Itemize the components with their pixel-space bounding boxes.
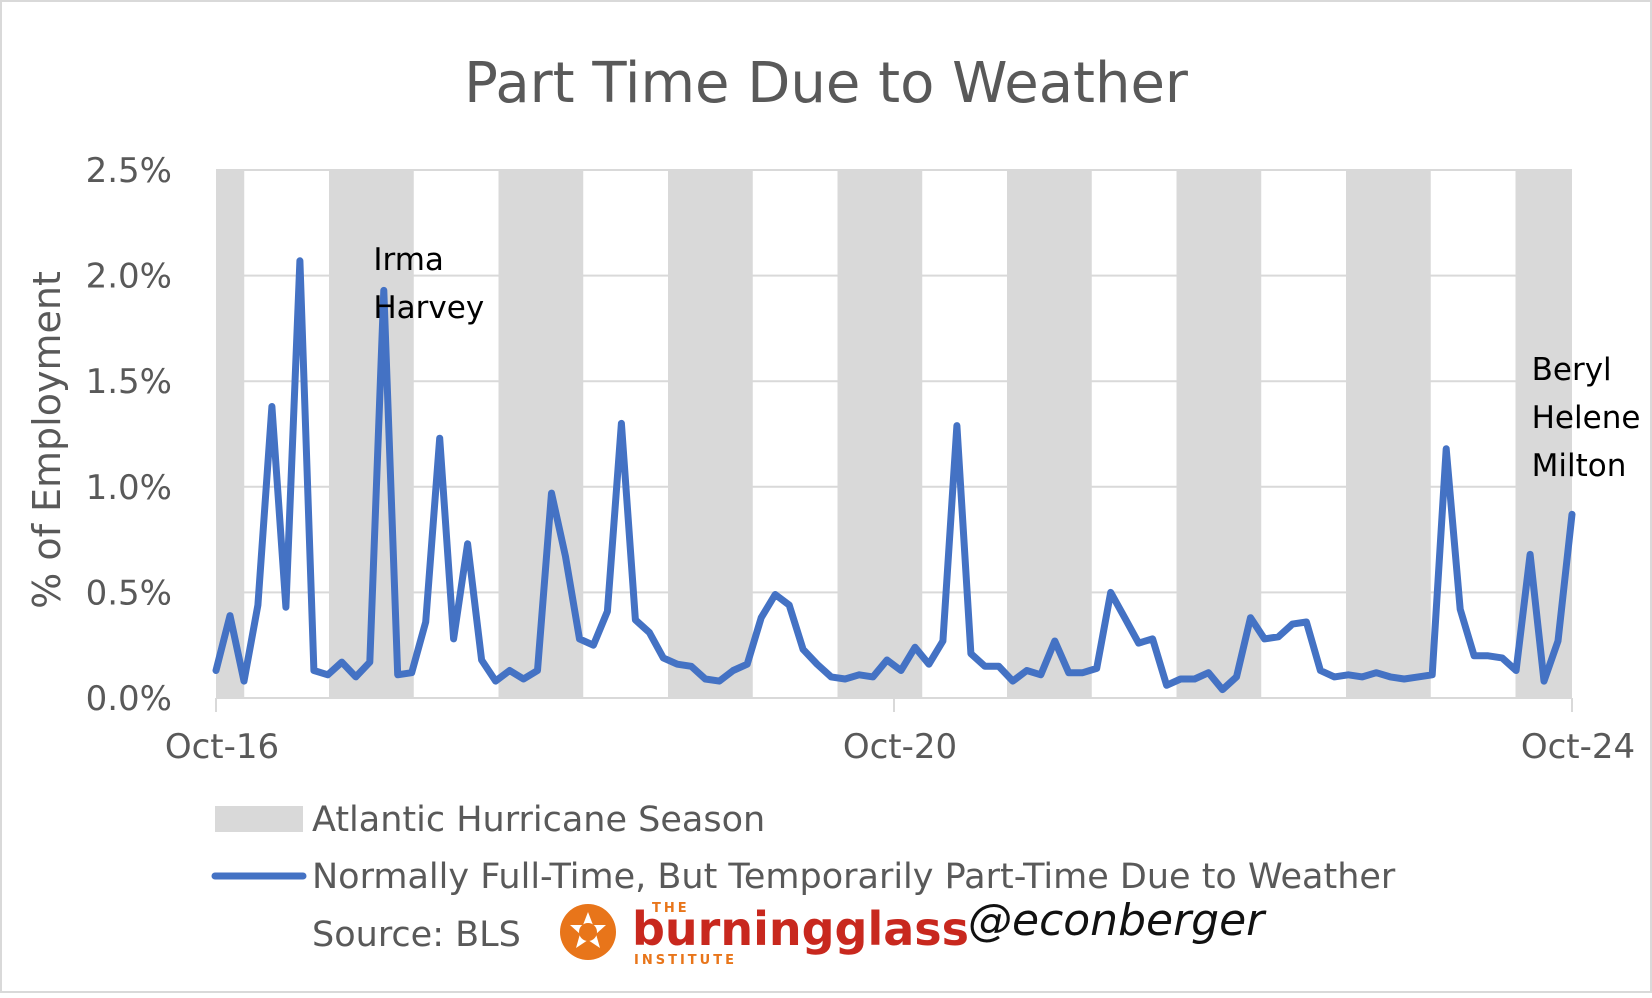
y-tick-label-0: 0.0% [86, 679, 172, 719]
logo-small-bottom: INSTITUTE [634, 953, 737, 968]
annotation-0-line-0: Irma [373, 242, 444, 278]
x-tick-labels: Oct-16 Oct-20 Oct-24 [165, 698, 1635, 767]
y-tick-label-4: 2.0% [86, 257, 172, 297]
y-tick-label-5: 2.5% [86, 151, 172, 191]
hurricane-season-band-5 [1007, 170, 1092, 698]
y-tick-label-3: 1.5% [86, 362, 172, 402]
shaded-periods-layer [216, 170, 1572, 698]
logo-small-top: THE [652, 901, 690, 916]
chart-title: Part Time Due to Weather [464, 51, 1189, 116]
logo-word: burningglass [632, 902, 969, 956]
hurricane-season-band-0 [216, 170, 245, 698]
burning-glass-logo: THE burningglass INSTITUTE [560, 901, 969, 968]
annotation-1-line-0: Beryl [1532, 352, 1612, 388]
x-tick-label-2: Oct-24 [1521, 727, 1635, 767]
x-tick-label-1: Oct-20 [843, 727, 957, 767]
y-tick-label-1: 0.5% [86, 573, 172, 613]
legend-label-hurricane-season: Atlantic Hurricane Season [312, 800, 765, 840]
y-tick-label-2: 1.0% [86, 468, 172, 508]
y-tick-labels: 0.0% 0.5% 1.0% 1.5% 2.0% 2.5% [86, 151, 172, 719]
legend-swatch-hurricane-season [215, 806, 303, 832]
source-note: Source: BLS [312, 915, 521, 955]
hurricane-season-band-3 [668, 170, 753, 698]
y-axis-label: % of Employment [25, 271, 69, 609]
hurricane-season-band-7 [1346, 170, 1431, 698]
annotation-1-line-2: Milton [1532, 448, 1627, 484]
hurricane-season-band-4 [837, 170, 923, 698]
legend: Atlantic Hurricane Season Normally Full-… [211, 800, 1396, 897]
x-tick-label-0: Oct-16 [165, 727, 279, 767]
annotations-layer: Irma Harvey Beryl Helene Milton [373, 242, 1640, 484]
twitter-handle: @econberger [968, 895, 1267, 946]
hurricane-season-band-6 [1176, 170, 1262, 698]
gridlines-layer [216, 169, 1572, 594]
annotation-1-line-1: Helene [1532, 400, 1641, 436]
annotation-0-line-1: Harvey [373, 290, 484, 326]
series-line-0 [212, 257, 1576, 694]
series-layer [212, 257, 1576, 694]
legend-label-weather-series: Normally Full-Time, But Temporarily Part… [312, 857, 1396, 897]
sun-icon [560, 904, 616, 960]
